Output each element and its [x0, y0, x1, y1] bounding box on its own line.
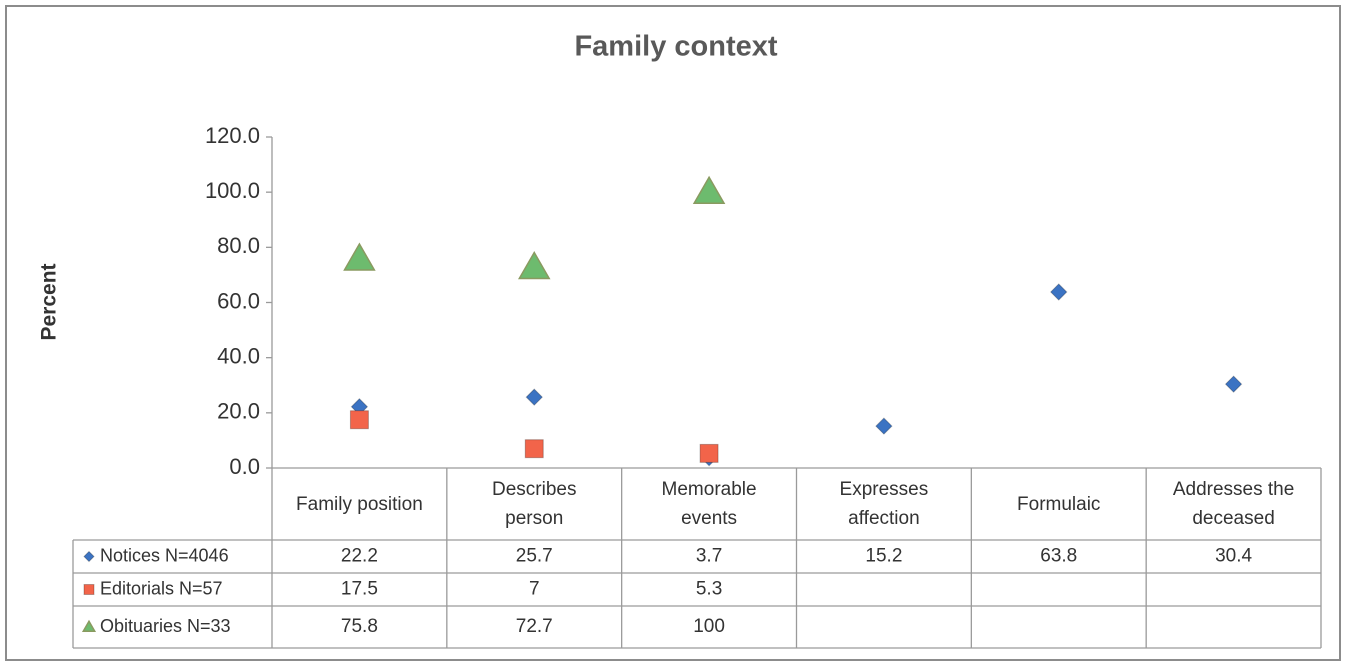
legend-label: Notices N=4046	[100, 545, 229, 565]
marker	[349, 410, 369, 430]
marker	[1224, 375, 1243, 393]
category-label: Addresses the deceased	[1172, 479, 1295, 529]
table-value: 25.7	[516, 546, 553, 567]
marker	[83, 584, 95, 595]
marker	[343, 242, 376, 271]
table-value: 72.7	[516, 616, 553, 637]
legend-label: Editorials N=57	[100, 578, 223, 598]
marker	[525, 388, 543, 406]
chart-title: Family context	[574, 31, 777, 63]
table-value: 15.2	[865, 546, 902, 567]
marker	[692, 175, 726, 204]
marker	[81, 619, 97, 632]
y-tick-label: 20.0	[217, 399, 260, 424]
table-value: 7	[529, 579, 540, 600]
marker	[1050, 283, 1068, 301]
marker	[875, 417, 893, 435]
marker	[83, 550, 95, 563]
chart-frame	[5, 5, 1341, 661]
y-tick-label: 0.0	[229, 454, 260, 479]
table-value: 75.8	[341, 616, 378, 637]
category-label: Formulaic	[1017, 493, 1101, 515]
y-tick-label: 80.0	[217, 233, 260, 258]
category-label: Expresses affection	[839, 479, 929, 529]
table-value: 5.3	[696, 579, 722, 600]
table-value: 63.8	[1040, 546, 1077, 567]
table-value: 17.5	[341, 579, 378, 600]
legend-label: Obituaries N=33	[100, 616, 231, 636]
marker	[524, 439, 544, 459]
y-tick-label: 120.0	[205, 123, 260, 148]
y-axis-label: Percent	[38, 263, 61, 340]
table-value: 3.7	[696, 546, 722, 567]
marker	[699, 443, 719, 463]
category-label: Describes person	[491, 479, 577, 529]
y-tick-label: 40.0	[217, 343, 260, 368]
category-label: Memorable events	[661, 479, 757, 529]
category-label: Family position	[296, 493, 423, 515]
marker	[518, 251, 551, 280]
table-value: 30.4	[1215, 546, 1252, 567]
table-value: 22.2	[341, 546, 378, 567]
table-value: 100	[693, 616, 725, 637]
y-tick-label: 60.0	[217, 288, 260, 313]
y-tick-label: 100.0	[205, 178, 260, 203]
